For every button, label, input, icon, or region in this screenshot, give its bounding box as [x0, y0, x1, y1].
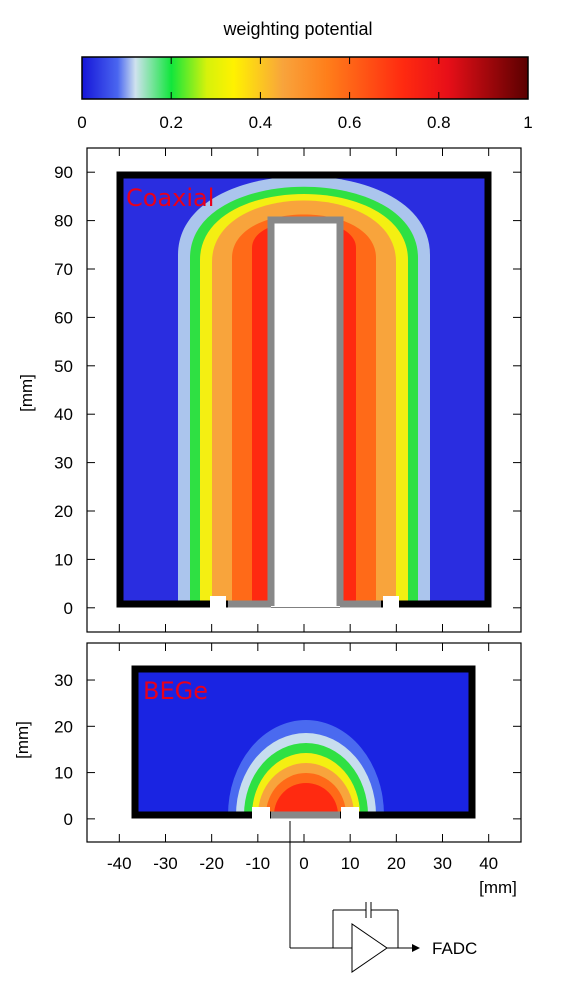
colorbar-tick-label: 0.4 — [249, 113, 273, 132]
output-arrow — [412, 944, 420, 952]
x-tick-label: 40 — [479, 854, 498, 873]
coaxial-groove-left — [210, 596, 226, 610]
x-tick-label: -30 — [153, 854, 178, 873]
colorbar-tick-label: 0.6 — [338, 113, 362, 132]
coaxial-bore — [271, 220, 340, 607]
colorbar-tick-label: 0.2 — [159, 113, 183, 132]
bege-ylabel: [mm] — [13, 721, 32, 759]
x-tick-label: -40 — [107, 854, 132, 873]
coaxial-label: Coaxial — [126, 184, 214, 212]
coaxial-y-tick-label: 10 — [54, 550, 73, 569]
coaxial-y-tick-label: 30 — [54, 454, 73, 473]
bege-y-tick-label: 20 — [54, 717, 73, 736]
colorbar-ticks: 0 0.2 0.4 0.6 0.8 1 — [77, 57, 533, 132]
colorbar-tick-label: 1 — [523, 113, 532, 132]
coaxial-y-tick-label: 0 — [64, 599, 73, 618]
colorbar-title: weighting potential — [222, 19, 372, 39]
bege-y-tick-label: 30 — [54, 671, 73, 690]
x-tick-labels: -40 -30 -20 -10 0 10 20 30 40 — [107, 854, 498, 873]
fadc-label: FADC — [432, 939, 477, 958]
coaxial-axis-ticks: 0 10 20 30 40 50 60 70 80 90 — [54, 148, 521, 632]
coaxial-ylabel: [mm] — [17, 374, 36, 412]
coaxial-y-tick-label: 40 — [54, 405, 73, 424]
x-tick-label: 20 — [387, 854, 406, 873]
x-tick-label: -20 — [199, 854, 224, 873]
bege-axis-ticks: 0 10 20 30 — [54, 643, 521, 842]
bege-label: BEGe — [143, 677, 208, 705]
bege-y-tick-label: 0 — [64, 810, 73, 829]
coaxial-y-tick-label: 90 — [54, 163, 73, 182]
coaxial-y-tick-label: 60 — [54, 308, 73, 327]
x-tick-label: 10 — [341, 854, 360, 873]
coaxial-y-tick-label: 70 — [54, 260, 73, 279]
x-tick-label: 30 — [433, 854, 452, 873]
bege-groove-left — [252, 807, 270, 821]
amplifier-triangle — [351, 923, 388, 973]
coaxial-bore-contact — [267, 216, 344, 606]
coaxial-groove-right — [383, 596, 399, 610]
coaxial-y-tick-label: 50 — [54, 357, 73, 376]
coaxial-y-tick-label: 20 — [54, 502, 73, 521]
coaxial-y-tick-label: 80 — [54, 212, 73, 231]
bege-groove-right — [341, 807, 359, 821]
colorbar-tick-label: 0.8 — [427, 113, 451, 132]
bege-heatmap — [135, 669, 472, 815]
readout-circuit: FADC — [289, 821, 477, 973]
x-axis-label: [mm] — [479, 878, 517, 897]
x-tick-label: -10 — [246, 854, 271, 873]
colorbar-tick-label: 0 — [77, 113, 86, 132]
bege-y-tick-label: 10 — [54, 764, 73, 783]
x-tick-label: 0 — [299, 854, 308, 873]
colorbar — [81, 56, 529, 100]
